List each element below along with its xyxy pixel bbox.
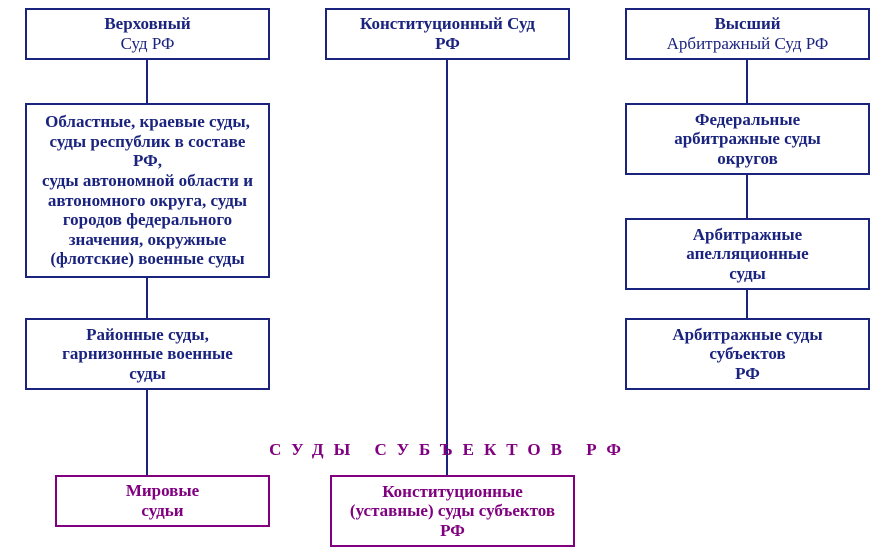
node-regional-line-4: городов федерального (63, 210, 232, 230)
node-district: Районные суды,гарнизонные военныесуды (25, 318, 270, 390)
node-fed-arb-districts-line-1: арбитражные суды (674, 129, 821, 149)
section-label-subjects: СУДЫ СУБЪЕКТОВ РФ (140, 440, 760, 460)
node-constitutional-line-0: Конституционный Суд (360, 14, 535, 34)
node-supreme-line-1: Суд РФ (121, 34, 175, 54)
node-constitutional-line-1: РФ (435, 34, 460, 54)
node-higher-arb: ВысшийАрбитражный Суд РФ (625, 8, 870, 60)
node-regional-line-5: значения, окружные (69, 230, 227, 250)
node-arb-subjects: Арбитражные судысубъектовРФ (625, 318, 870, 390)
node-arb-subjects-line-2: РФ (735, 364, 760, 384)
node-constitutional: Конституционный СудРФ (325, 8, 570, 60)
node-regional-line-3: автономного округа, суды (48, 191, 247, 211)
node-district-line-0: Районные суды, (86, 325, 209, 345)
node-arb-appeal-line-1: апелляционные (686, 244, 808, 264)
node-arb-subjects-line-1: субъектов (709, 344, 785, 364)
node-const-subjects-line-1: (уставные) суды субъектов (350, 501, 555, 521)
node-supreme-line-0: Верховный (104, 14, 190, 34)
node-magistrate-line-1: судьи (141, 501, 183, 521)
node-regional-line-6: (флотские) военные суды (50, 249, 244, 269)
node-higher-arb-line-1: Арбитражный Суд РФ (667, 34, 829, 54)
node-arb-appeal: Арбитражныеапелляционныесуды (625, 218, 870, 290)
node-fed-arb-districts-line-2: округов (717, 149, 778, 169)
court-structure-diagram: ВерховныйСуд РФКонституционный СудРФВысш… (0, 0, 890, 560)
node-regional-line-0: Областные, краевые суды, (45, 112, 250, 132)
node-const-subjects: Конституционные(уставные) суды субъектов… (330, 475, 575, 547)
node-const-subjects-line-0: Конституционные (382, 482, 523, 502)
node-regional: Областные, краевые суды,суды республик в… (25, 103, 270, 278)
node-const-subjects-line-2: РФ (440, 521, 465, 541)
node-fed-arb-districts-line-0: Федеральные (695, 110, 800, 130)
node-higher-arb-line-0: Высший (714, 14, 780, 34)
node-regional-line-2: суды автономной области и (42, 171, 253, 191)
node-arb-appeal-line-0: Арбитражные (693, 225, 802, 245)
node-magistrate: Мировыесудьи (55, 475, 270, 527)
node-supreme: ВерховныйСуд РФ (25, 8, 270, 60)
node-magistrate-line-0: Мировые (126, 481, 199, 501)
node-arb-appeal-line-2: суды (729, 264, 766, 284)
node-fed-arb-districts: Федеральныеарбитражные судыокругов (625, 103, 870, 175)
node-regional-line-1: суды республик в составе РФ, (33, 132, 262, 171)
node-arb-subjects-line-0: Арбитражные суды (672, 325, 822, 345)
node-district-line-2: суды (129, 364, 166, 384)
node-district-line-1: гарнизонные военные (62, 344, 233, 364)
